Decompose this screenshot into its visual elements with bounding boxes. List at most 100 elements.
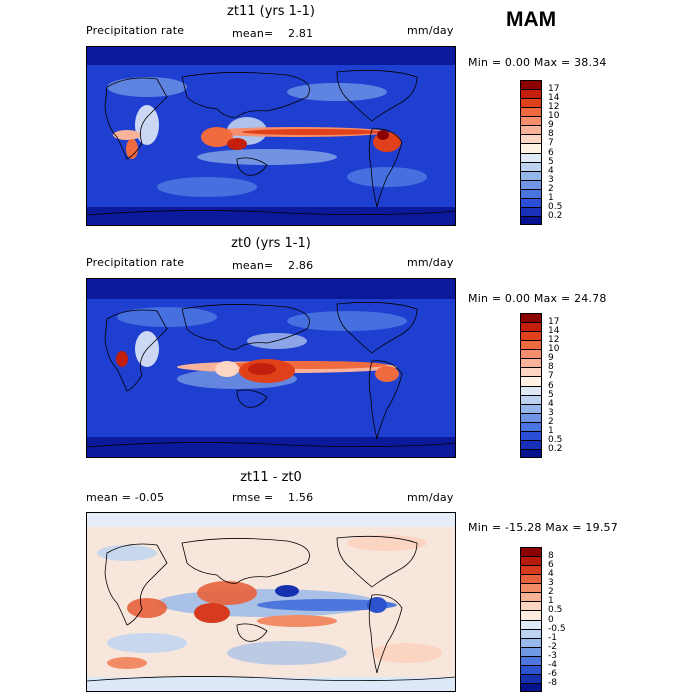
panel-3-rmse-label: rmse = (232, 491, 274, 504)
colorbar-swatch (521, 377, 541, 387)
panel-2-minmax: Min = 0.00 Max = 24.78 (468, 292, 607, 305)
panel-1-title: zt11 (yrs 1-1) (227, 4, 315, 19)
colorbar-tick-label: -6 (548, 668, 557, 679)
panel-1-mean-value: 2.81 (288, 27, 314, 40)
panel-3-minmax: Min = -15.28 Max = 19.57 (468, 521, 618, 534)
colorbar-swatch (521, 81, 541, 91)
colorbar-tick-label: 1 (548, 425, 554, 436)
colorbar-swatch (521, 395, 541, 405)
colorbar-swatch (521, 216, 541, 224)
colorbar-tick-label: 9 (548, 120, 554, 131)
colorbar-tick-label: 0 (548, 614, 554, 625)
colorbar-swatch (521, 620, 541, 630)
colorbar-swatch (521, 404, 541, 414)
panel-3-unit: mm/day (407, 491, 454, 504)
colorbar-tick-label: 0.5 (548, 201, 563, 212)
colorbar-tick-label: 2 (548, 587, 554, 598)
colorbar-tick-label: 17 (548, 317, 560, 328)
panel-3-map (86, 512, 456, 692)
colorbar-swatch (521, 198, 541, 208)
season-label: MAM (506, 8, 557, 31)
panel-3-map-plot (87, 513, 455, 691)
colorbar-tick-label: 14 (548, 93, 560, 104)
colorbar-swatch (521, 386, 541, 396)
colorbar-tick-label: 6 (548, 380, 554, 391)
colorbar-tick-label: 6 (548, 147, 554, 158)
colorbar-swatch (521, 90, 541, 100)
colorbar-swatch (521, 647, 541, 657)
colorbar-tick-label: 12 (548, 335, 560, 346)
colorbar-tick-label: 0.2 (548, 210, 563, 221)
colorbar-swatch (521, 665, 541, 675)
colorbar-tick-label: 9 (548, 353, 554, 364)
colorbar-swatch (521, 422, 541, 432)
colorbar-swatch (521, 332, 541, 342)
colorbar-tick-label: 8 (548, 551, 554, 562)
panel-2-variable-label: Precipitation rate (86, 256, 185, 269)
panel-2-map (86, 278, 456, 458)
panel-1-map-plot (87, 47, 455, 225)
panel-2-title: zt0 (yrs 1-1) (231, 236, 311, 251)
colorbar-swatch (521, 602, 541, 612)
colorbar-swatch (521, 153, 541, 163)
colorbar-tick-label: 5 (548, 156, 554, 167)
colorbar-swatch (521, 431, 541, 441)
colorbar-tick-label: -3 (548, 650, 557, 661)
colorbar-swatch (521, 683, 541, 691)
colorbar-tick-label: 1 (548, 596, 554, 607)
colorbar-swatch (521, 674, 541, 684)
colorbar-tick-label: -8 (548, 677, 557, 688)
colorbar-tick-label: 3 (548, 578, 554, 589)
colorbar-tick-label: 7 (548, 138, 554, 149)
colorbar-swatch (521, 189, 541, 199)
panel-3-title: zt11 - zt0 (240, 470, 302, 485)
colorbar-swatch (521, 144, 541, 154)
colorbar-swatch (521, 638, 541, 648)
colorbar-swatch (521, 162, 541, 172)
colorbar-swatch (521, 117, 541, 127)
colorbar-tick-label: -1 (548, 632, 557, 643)
colorbar-tick-label: 8 (548, 129, 554, 140)
panel-3-rmse-value: 1.56 (288, 491, 314, 504)
colorbar-tick-label: 12 (548, 102, 560, 113)
colorbar-swatch (521, 207, 541, 217)
panel-1-unit: mm/day (407, 24, 454, 37)
colorbar-swatch (521, 575, 541, 585)
colorbar-swatch (521, 171, 541, 181)
colorbar-swatch (521, 413, 541, 423)
colorbar-tick-label: 3 (548, 174, 554, 185)
colorbar-swatch (521, 449, 541, 457)
colorbar-tick-label: 5 (548, 389, 554, 400)
colorbar-tick-label: 0.5 (548, 434, 563, 445)
colorbar-tick-label: 4 (548, 398, 554, 409)
colorbar-tick-label: 6 (548, 560, 554, 571)
panel-1-colorbar (520, 80, 542, 225)
colorbar-tick-label: 17 (548, 84, 560, 95)
colorbar-swatch (521, 323, 541, 333)
colorbar-tick-label: -0.5 (548, 623, 566, 634)
colorbar-swatch (521, 557, 541, 567)
panel-1-minmax: Min = 0.00 Max = 38.34 (468, 56, 607, 69)
colorbar-tick-label: 10 (548, 344, 560, 355)
colorbar-swatch (521, 135, 541, 145)
panel-1-mean-label: mean= (232, 27, 274, 40)
colorbar-swatch (521, 341, 541, 351)
colorbar-swatch (521, 584, 541, 594)
colorbar-swatch (521, 656, 541, 666)
colorbar-tick-label: 4 (548, 569, 554, 580)
colorbar-swatch (521, 611, 541, 621)
colorbar-swatch (521, 350, 541, 360)
colorbar-swatch (521, 368, 541, 378)
colorbar-tick-label: 2 (548, 183, 554, 194)
colorbar-swatch (521, 629, 541, 639)
panel-3-colorbar (520, 547, 542, 692)
colorbar-swatch (521, 314, 541, 324)
colorbar-tick-label: -4 (548, 659, 557, 670)
colorbar-tick-label: 0.5 (548, 605, 563, 616)
panel-2-mean-value: 2.86 (288, 259, 314, 272)
colorbar-tick-label: 4 (548, 165, 554, 176)
colorbar-swatch (521, 593, 541, 603)
panel-2-colorbar (520, 313, 542, 458)
panel-1-variable-label: Precipitation rate (86, 24, 185, 37)
colorbar-swatch (521, 548, 541, 558)
